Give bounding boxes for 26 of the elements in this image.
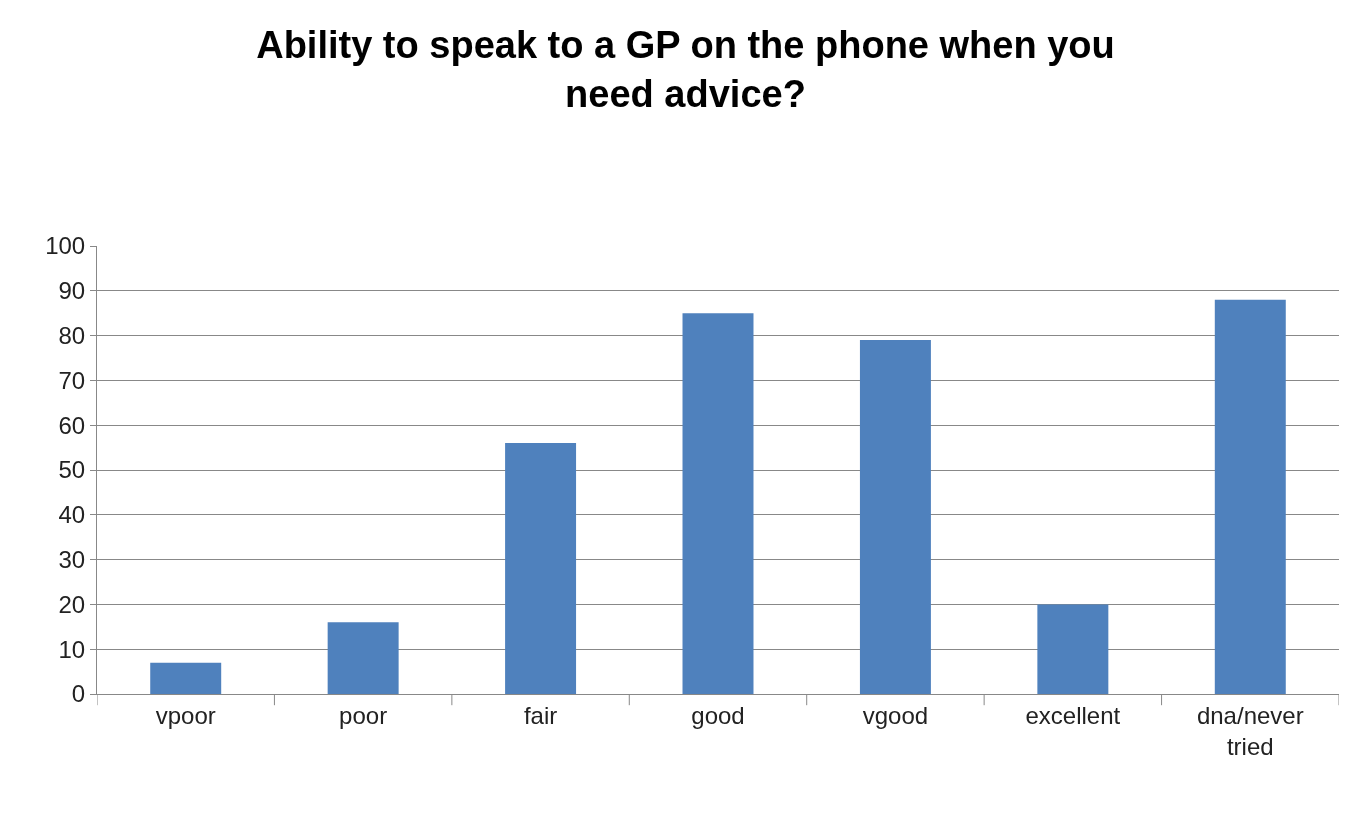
x-tick-label: excellent <box>1025 701 1121 729</box>
x-tick-label: good <box>691 701 745 729</box>
y-tick-label: 30 <box>58 546 86 573</box>
bar <box>1214 299 1286 694</box>
y-tick-label: 0 <box>71 680 86 708</box>
y-tick-label: 80 <box>58 322 86 349</box>
x-tick-label: fair <box>523 701 558 729</box>
x-tick-label: poor <box>339 701 388 729</box>
y-tick-label: 40 <box>58 501 86 529</box>
bar <box>1037 604 1109 694</box>
y-tick-label: 10 <box>58 635 86 663</box>
y-tick-label: 100 <box>45 232 86 260</box>
y-tick-label: 20 <box>58 590 86 618</box>
bar <box>505 443 577 694</box>
x-tick-label: dna/never tried <box>1196 701 1304 760</box>
bar <box>327 622 399 694</box>
y-tick-label: 70 <box>58 366 86 394</box>
x-tick-label: vpoor <box>155 701 216 729</box>
bar <box>859 340 931 694</box>
x-tick-label: vgood <box>862 701 929 729</box>
bar <box>682 313 754 694</box>
y-tick-label: 60 <box>58 411 86 439</box>
y-tick-label: 90 <box>58 277 86 305</box>
chart-title: Ability to speak to a GP on the phone when you need advice? <box>256 23 1115 116</box>
y-tick-label: 50 <box>58 456 86 484</box>
bar <box>150 662 222 694</box>
